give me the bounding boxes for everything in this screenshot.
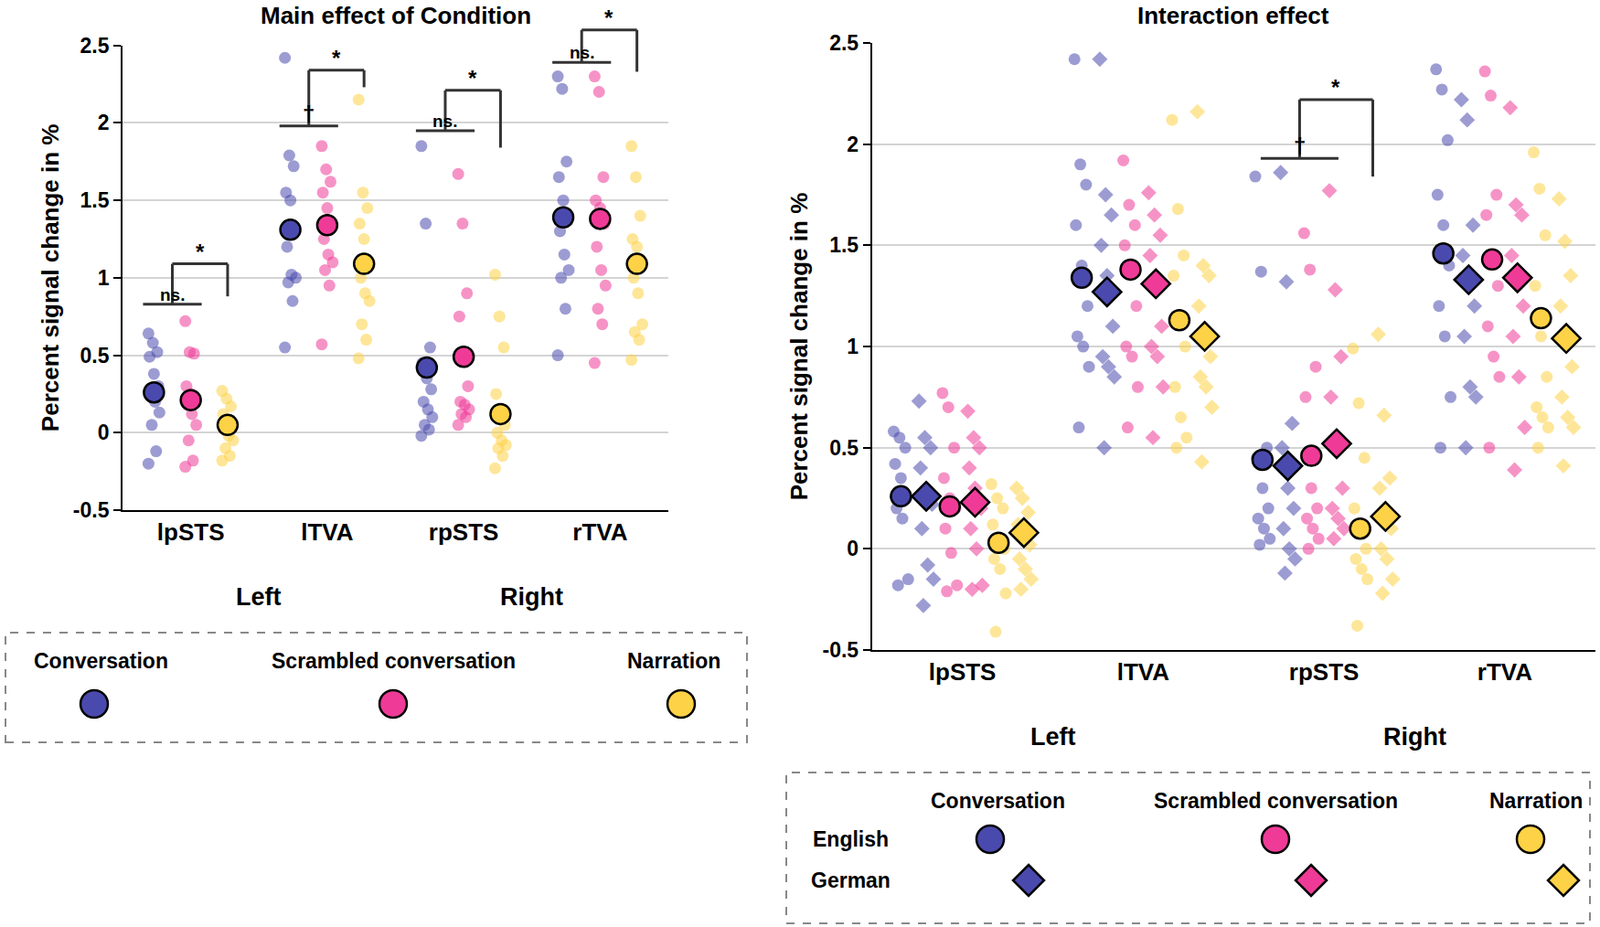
svg-text:2.5: 2.5 bbox=[79, 33, 109, 58]
svg-text:English: English bbox=[812, 827, 889, 852]
svg-text:lTVA: lTVA bbox=[1117, 658, 1171, 686]
svg-text:*: * bbox=[1331, 74, 1341, 100]
svg-text:-0.5: -0.5 bbox=[822, 638, 860, 662]
svg-text:lpSTS: lpSTS bbox=[928, 658, 997, 686]
svg-text:lpSTS: lpSTS bbox=[157, 518, 225, 546]
svg-text:Conversation: Conversation bbox=[930, 789, 1066, 813]
svg-text:rpSTS: rpSTS bbox=[428, 518, 500, 546]
svg-text:Left: Left bbox=[235, 583, 282, 611]
svg-text:ns.: ns. bbox=[160, 285, 185, 305]
svg-text:German: German bbox=[810, 868, 891, 893]
svg-text:Interaction effect: Interaction effect bbox=[1137, 1, 1330, 30]
svg-text:1.5: 1.5 bbox=[829, 233, 859, 257]
svg-text:Main effect of Condition: Main effect of Condition bbox=[260, 1, 532, 30]
svg-text:Conversation: Conversation bbox=[33, 649, 169, 673]
svg-text:1.5: 1.5 bbox=[79, 188, 109, 213]
svg-text:1: 1 bbox=[846, 334, 859, 359]
svg-text:Left: Left bbox=[1030, 723, 1077, 751]
svg-text:-0.5: -0.5 bbox=[73, 498, 110, 523]
svg-text:Scrambled conversation: Scrambled conversation bbox=[271, 649, 516, 673]
svg-text:*: * bbox=[195, 239, 205, 265]
svg-text:0.5: 0.5 bbox=[829, 436, 859, 460]
svg-text:rTVA: rTVA bbox=[572, 518, 628, 546]
svg-text:†: † bbox=[1293, 133, 1306, 159]
svg-text:rTVA: rTVA bbox=[1477, 658, 1533, 686]
svg-text:2: 2 bbox=[846, 132, 859, 157]
svg-text:†: † bbox=[302, 101, 315, 127]
svg-text:Narration: Narration bbox=[627, 649, 721, 673]
svg-text:*: * bbox=[331, 45, 342, 71]
svg-text:Right: Right bbox=[1383, 723, 1447, 751]
svg-text:Narration: Narration bbox=[1489, 789, 1583, 813]
svg-text:2.5: 2.5 bbox=[829, 31, 859, 55]
svg-text:0.5: 0.5 bbox=[79, 343, 109, 368]
svg-text:ns.: ns. bbox=[432, 111, 458, 131]
svg-text:0: 0 bbox=[846, 536, 859, 561]
svg-text:1: 1 bbox=[97, 266, 110, 290]
svg-text:2: 2 bbox=[97, 110, 110, 135]
svg-text:Right: Right bbox=[500, 583, 564, 611]
svg-text:Percent signal change in %: Percent signal change in % bbox=[36, 124, 64, 433]
svg-text:rpSTS: rpSTS bbox=[1289, 658, 1360, 686]
svg-text:0: 0 bbox=[97, 420, 110, 445]
svg-text:lTVA: lTVA bbox=[300, 518, 354, 546]
svg-text:Scrambled conversation: Scrambled conversation bbox=[1153, 789, 1398, 813]
svg-text:*: * bbox=[604, 5, 614, 31]
svg-text:ns.: ns. bbox=[569, 42, 595, 63]
svg-text:Percent signal change in %: Percent signal change in % bbox=[785, 192, 813, 502]
svg-text:*: * bbox=[468, 65, 478, 91]
